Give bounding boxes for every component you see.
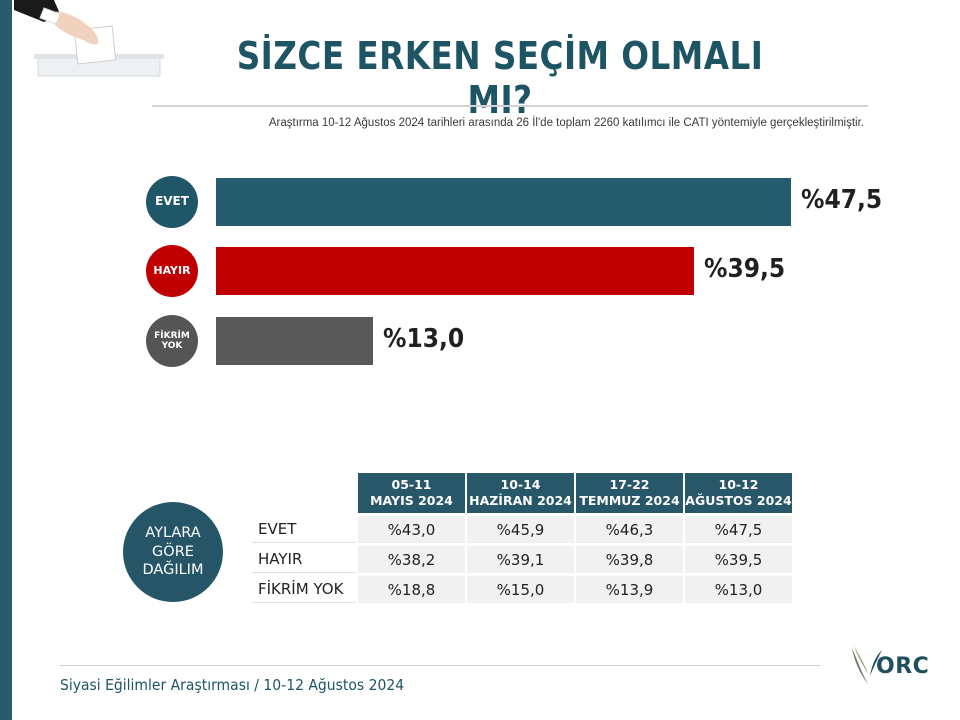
page-title: SİZCE ERKEN SEÇİM OLMALI MI? xyxy=(236,34,764,122)
value-label-fikrim-yok: %13,0 xyxy=(383,324,465,354)
badge-line-1: AYLARA xyxy=(145,524,201,541)
category-badge-evet: EVET xyxy=(146,176,198,228)
monthly-distribution-badge: AYLARA GÖRE DAĞILIM xyxy=(123,502,223,602)
category-badge-hayir: HAYIR xyxy=(146,245,198,297)
table-cell: %39,1 xyxy=(467,546,574,573)
table-cell: %38,2 xyxy=(358,546,465,573)
bar-hayir xyxy=(216,247,694,295)
table-row: HAYIR %38,2 %39,1 %39,8 %39,5 xyxy=(252,546,792,573)
column-header: 10-12 AĞUSTOS 2024 xyxy=(685,473,792,513)
column-header: 05-11 MAYIS 2024 xyxy=(358,473,465,513)
value-label-hayir: %39,5 xyxy=(704,254,786,284)
value-label-evet: %47,5 xyxy=(801,185,883,215)
bar-row-hayir: HAYIR %39,5 xyxy=(0,244,960,300)
footer-caption: Siyasi Eğilimler Araştırması / 10-12 Ağu… xyxy=(60,676,405,694)
table-header-row: 05-11 MAYIS 2024 10-14 HAZİRAN 2024 17-22 T… xyxy=(252,473,792,513)
badge-line-3: DAĞILIM xyxy=(142,562,204,579)
row-label: FİKRİM YOK xyxy=(252,576,356,603)
row-label: HAYIR xyxy=(252,546,356,573)
footer-divider xyxy=(60,665,820,666)
bar-row-evet: EVET %47,5 xyxy=(0,175,960,231)
bar-fikrim-yok xyxy=(216,317,373,365)
left-accent-bar xyxy=(0,0,12,720)
column-header: 17-22 TEMMUZ 2024 xyxy=(576,473,683,513)
logo-text: ORC xyxy=(876,654,930,679)
table-cell: %13,0 xyxy=(685,576,792,603)
category-badge-fikrim-yok: FİKRİM YOK xyxy=(146,315,198,367)
badge-line-2: GÖRE xyxy=(152,543,194,560)
ballot-box-illustration xyxy=(14,0,164,78)
table-cell: %43,0 xyxy=(358,516,465,543)
row-label: EVET xyxy=(252,516,356,543)
title-divider xyxy=(152,105,868,107)
table-row: EVET %43,0 %45,9 %46,3 %47,5 xyxy=(252,516,792,543)
table-cell: %46,3 xyxy=(576,516,683,543)
table-cell: %18,8 xyxy=(358,576,465,603)
orc-logo: ORC xyxy=(848,640,938,690)
table-cell: %39,8 xyxy=(576,546,683,573)
table-cell: %39,5 xyxy=(685,546,792,573)
bar-evet xyxy=(216,178,791,226)
table-cell: %15,0 xyxy=(467,576,574,603)
table-cell: %13,9 xyxy=(576,576,683,603)
table-cell: %45,9 xyxy=(467,516,574,543)
monthly-table: 05-11 MAYIS 2024 10-14 HAZİRAN 2024 17-22 T… xyxy=(250,470,794,606)
bar-row-fikrim-yok: FİKRİM YOK %13,0 xyxy=(0,314,960,370)
survey-note: Araştırma 10-12 Ağustos 2024 tarihleri a… xyxy=(268,117,864,129)
header-blank xyxy=(252,473,356,513)
table-row: FİKRİM YOK %18,8 %15,0 %13,9 %13,0 xyxy=(252,576,792,603)
table-cell: %47,5 xyxy=(685,516,792,543)
column-header: 10-14 HAZİRAN 2024 xyxy=(467,473,574,513)
